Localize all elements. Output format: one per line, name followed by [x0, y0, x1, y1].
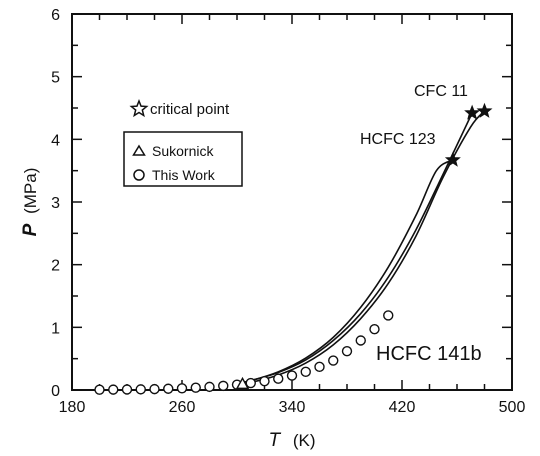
this-work-point	[328, 355, 339, 366]
this-work-point	[218, 380, 229, 392]
this-work-point	[108, 384, 119, 395]
legend-critical-point-label: critical point	[150, 101, 230, 118]
y-axis-label: P	[20, 223, 41, 236]
this-work-point	[355, 335, 366, 346]
markers	[94, 102, 493, 395]
star-marker-icon	[129, 98, 149, 118]
y-tick-label: 3	[51, 195, 60, 212]
y-axis-unit: (MPa)	[21, 168, 40, 214]
y-tick-label: 0	[51, 383, 60, 400]
y-tick-label: 5	[51, 70, 60, 87]
this-work-point	[286, 370, 298, 381]
critical-point-star-cfc-11	[464, 104, 481, 120]
this-work-point	[190, 382, 201, 393]
this-work-point	[369, 324, 380, 335]
circle-marker-icon	[133, 169, 145, 181]
critical-point-star-hcfc-123	[444, 151, 461, 167]
this-work-point	[314, 361, 325, 373]
this-work-point	[204, 381, 215, 393]
x-tick-label: 340	[279, 399, 306, 416]
x-tick-label: 180	[59, 399, 86, 416]
annotation-cfc11: CFC 11	[414, 83, 468, 100]
this-work-point	[176, 383, 188, 394]
y-tick-label: 2	[51, 258, 60, 275]
annotation-hcfc141b: HCFC 141b	[376, 343, 482, 365]
critical-point-star-hcfc-141b	[476, 102, 493, 118]
this-work-point	[273, 373, 284, 384]
this-work-point	[341, 345, 353, 357]
triangle-marker-icon	[132, 144, 146, 156]
y-tick-label: 4	[51, 132, 60, 149]
this-work-point	[149, 383, 160, 395]
this-work-point	[245, 377, 256, 389]
y-axis-title: P (MPa)	[20, 168, 41, 237]
x-tick-label: 260	[169, 399, 196, 416]
y-tick-label: 6	[51, 7, 60, 24]
this-work-point	[121, 384, 133, 395]
plot-frame	[71, 13, 513, 391]
this-work-point	[94, 384, 105, 395]
x-axis-title: T (K)	[268, 430, 315, 451]
this-work-point	[163, 383, 174, 394]
legend-sukornick-label: Sukornick	[152, 143, 214, 159]
legend-box	[123, 131, 243, 187]
this-work-point	[259, 376, 270, 387]
y-tick-label: 1	[51, 320, 60, 337]
this-work-point	[383, 310, 394, 321]
x-axis-unit: (K)	[293, 431, 316, 450]
x-tick-label: 420	[389, 399, 416, 416]
this-work-point	[300, 366, 311, 378]
this-work-point	[135, 384, 146, 395]
legend-this-work-label: This Work	[152, 167, 216, 183]
x-axis-label: T	[268, 430, 281, 451]
annotation-hcfc123: HCFC 123	[360, 131, 436, 148]
sukornick-point	[235, 376, 250, 390]
x-tick-label: 500	[499, 399, 526, 416]
legend: critical point Sukornick This Work	[123, 98, 243, 187]
